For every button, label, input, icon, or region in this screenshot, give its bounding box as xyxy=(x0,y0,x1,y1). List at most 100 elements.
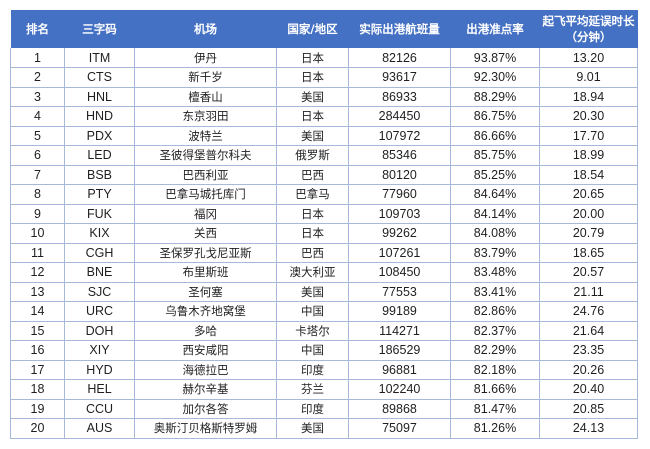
cell-airport: 巴西利亚 xyxy=(134,165,277,185)
header-delay-line2: （分钟） xyxy=(565,30,612,44)
cell-delay: 20.85 xyxy=(539,399,638,419)
table-row: 16 XIY 西安咸阳 中国 186529 82.29% 23.35 xyxy=(10,340,638,361)
cell-country: 中国 xyxy=(276,301,349,322)
cell-airport: 新千岁 xyxy=(134,67,277,88)
cell-country: 巴拿马 xyxy=(276,184,349,205)
cell-rank: 1 xyxy=(10,48,65,68)
cell-rank: 5 xyxy=(10,126,65,146)
cell-delay: 20.00 xyxy=(539,204,638,224)
cell-flights: 86933 xyxy=(348,87,451,107)
cell-country: 日本 xyxy=(276,223,349,244)
table-row: 14 URC 乌鲁木齐地窝堡 中国 99189 82.86% 24.76 xyxy=(10,301,638,322)
header-airport: 机场 xyxy=(194,22,217,36)
cell-code: CCU xyxy=(64,399,135,419)
cell-rank: 14 xyxy=(10,301,65,322)
cell-rank: 18 xyxy=(10,379,65,400)
cell-ontime: 85.25% xyxy=(450,165,540,185)
cell-flights: 80120 xyxy=(348,165,451,185)
cell-ontime: 83.79% xyxy=(450,243,540,263)
cell-rank: 10 xyxy=(10,223,65,244)
cell-code: BNE xyxy=(64,262,135,283)
cell-flights: 77553 xyxy=(348,282,451,302)
table-row: 6 LED 圣彼得堡普尔科夫 俄罗斯 85346 85.75% 18.99 xyxy=(10,145,638,166)
cell-flights: 85346 xyxy=(348,145,451,166)
cell-code: AUS xyxy=(64,418,135,439)
cell-airport: 西安咸阳 xyxy=(134,340,277,361)
cell-rank: 20 xyxy=(10,418,65,439)
cell-country: 美国 xyxy=(276,282,349,302)
cell-delay: 21.11 xyxy=(539,282,638,302)
cell-code: HND xyxy=(64,106,135,127)
cell-country: 美国 xyxy=(276,126,349,146)
cell-delay: 18.99 xyxy=(539,145,638,166)
cell-flights: 102240 xyxy=(348,379,451,400)
cell-rank: 4 xyxy=(10,106,65,127)
cell-delay: 20.30 xyxy=(539,106,638,127)
cell-country: 巴西 xyxy=(276,165,349,185)
cell-rank: 16 xyxy=(10,340,65,361)
cell-ontime: 86.75% xyxy=(450,106,540,127)
header-flights: 实际出港航班量 xyxy=(359,22,440,36)
cell-code: PDX xyxy=(64,126,135,146)
cell-ontime: 88.29% xyxy=(450,87,540,107)
table-body: 1 ITM 伊丹 日本 82126 93.87% 13.20 2 CTS 新千岁 日本 93617 92… xyxy=(10,48,638,439)
cell-flights: 107972 xyxy=(348,126,451,146)
cell-code: HEL xyxy=(64,379,135,400)
cell-flights: 82126 xyxy=(348,48,451,68)
cell-ontime: 84.14% xyxy=(450,204,540,224)
cell-ontime: 93.87% xyxy=(450,48,540,68)
cell-code: ITM xyxy=(64,48,135,68)
table-row: 18 HEL 赫尔辛基 芬兰 102240 81.66% 20.40 xyxy=(10,379,638,400)
cell-rank: 7 xyxy=(10,165,65,185)
cell-country: 日本 xyxy=(276,204,349,224)
cell-rank: 8 xyxy=(10,184,65,205)
cell-ontime: 82.29% xyxy=(450,340,540,361)
table-row: 7 BSB 巴西利亚 巴西 80120 85.25% 18.54 xyxy=(10,165,638,185)
cell-rank: 11 xyxy=(10,243,65,263)
cell-airport: 奥斯汀贝格斯特罗姆 xyxy=(134,418,277,439)
cell-country: 日本 xyxy=(276,48,349,68)
table-row: 10 KIX 关西 日本 99262 84.08% 20.79 xyxy=(10,223,638,244)
cell-ontime: 84.64% xyxy=(450,184,540,205)
cell-rank: 3 xyxy=(10,87,65,107)
table-row: 15 DOH 多哈 卡塔尔 114271 82.37% 21.64 xyxy=(10,321,638,341)
cell-ontime: 92.30% xyxy=(450,67,540,88)
cell-code: KIX xyxy=(64,223,135,244)
cell-code: BSB xyxy=(64,165,135,185)
cell-flights: 75097 xyxy=(348,418,451,439)
cell-flights: 108450 xyxy=(348,262,451,283)
cell-ontime: 81.66% xyxy=(450,379,540,400)
cell-country: 俄罗斯 xyxy=(276,145,349,166)
cell-flights: 77960 xyxy=(348,184,451,205)
header-delay: 起飞平均延误时长 （分钟） xyxy=(540,10,638,48)
cell-delay: 24.76 xyxy=(539,301,638,322)
cell-rank: 15 xyxy=(10,321,65,341)
cell-delay: 24.13 xyxy=(539,418,638,439)
cell-delay: 17.70 xyxy=(539,126,638,146)
header-row: 排名 三字码 机场 国家/地区 实际出港航班量 出港准点率 起飞平均延误时长 （… xyxy=(10,10,638,48)
cell-delay: 9.01 xyxy=(539,67,638,88)
cell-code: HNL xyxy=(64,87,135,107)
header-code: 三字码 xyxy=(82,22,117,36)
header-ontime: 出港准点率 xyxy=(466,22,524,36)
table-row: 19 CCU 加尔各答 印度 89868 81.47% 20.85 xyxy=(10,399,638,419)
cell-rank: 6 xyxy=(10,145,65,166)
cell-airport: 多哈 xyxy=(134,321,277,341)
cell-airport: 关西 xyxy=(134,223,277,244)
cell-ontime: 81.26% xyxy=(450,418,540,439)
table-row: 17 HYD 海德拉巴 印度 96881 82.18% 20.26 xyxy=(10,360,638,380)
cell-country: 卡塔尔 xyxy=(276,321,349,341)
cell-flights: 89868 xyxy=(348,399,451,419)
cell-airport: 波特兰 xyxy=(134,126,277,146)
table-row: 20 AUS 奥斯汀贝格斯特罗姆 美国 75097 81.26% 24.13 xyxy=(10,418,638,439)
cell-flights: 284450 xyxy=(348,106,451,127)
table-row: 13 SJC 圣何塞 美国 77553 83.41% 21.11 xyxy=(10,282,638,302)
cell-country: 芬兰 xyxy=(276,379,349,400)
cell-country: 巴西 xyxy=(276,243,349,263)
cell-delay: 20.26 xyxy=(539,360,638,380)
table-row: 5 PDX 波特兰 美国 107972 86.66% 17.70 xyxy=(10,126,638,146)
cell-airport: 海德拉巴 xyxy=(134,360,277,380)
cell-delay: 18.54 xyxy=(539,165,638,185)
cell-delay: 20.57 xyxy=(539,262,638,283)
